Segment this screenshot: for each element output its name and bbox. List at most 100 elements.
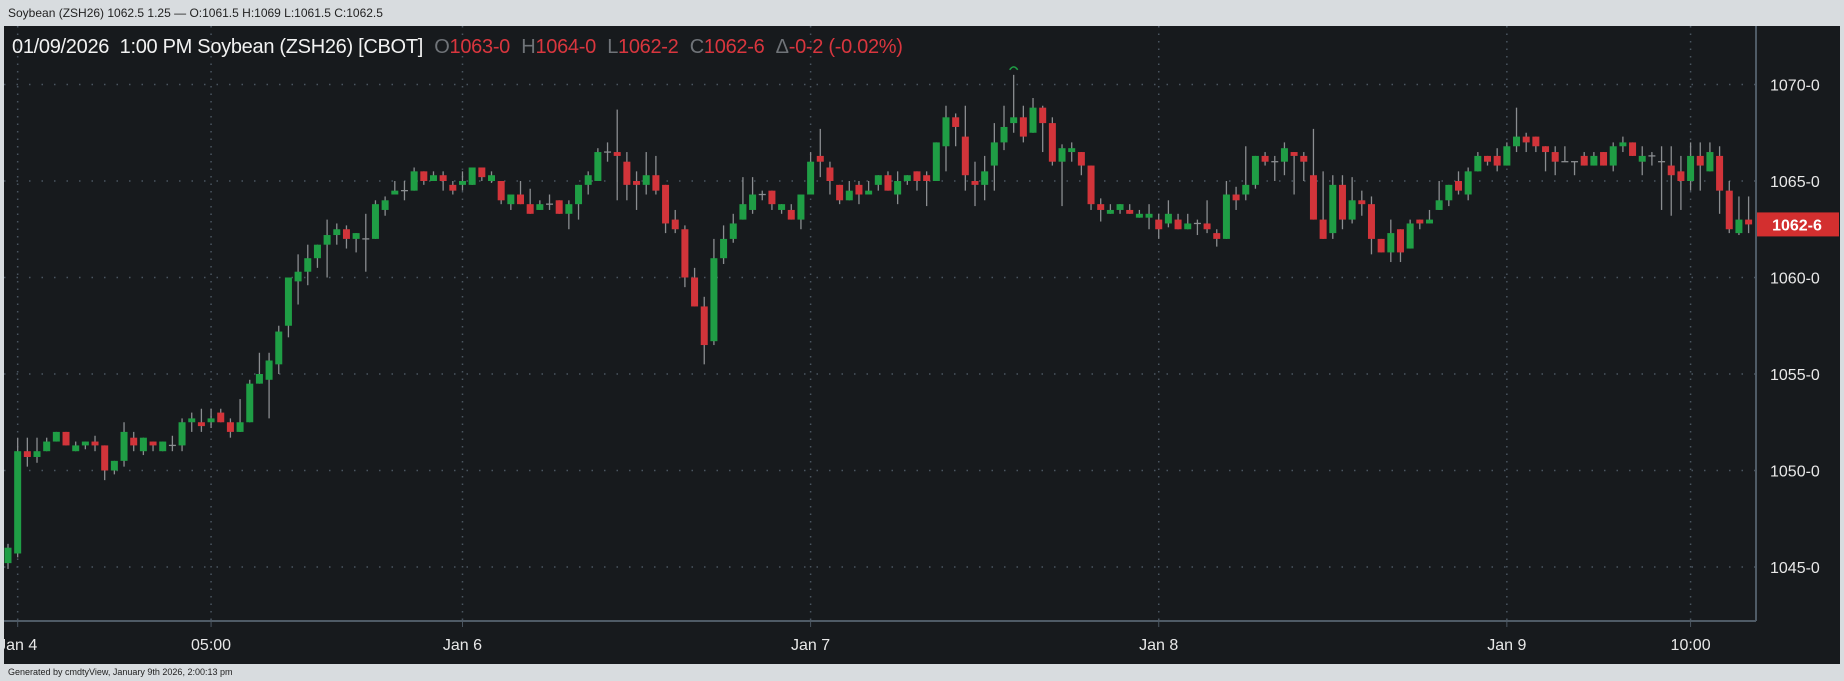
- candle-down[interactable]: [1484, 155, 1492, 162]
- candle-up[interactable]: [1590, 155, 1598, 166]
- candle-up[interactable]: [1184, 223, 1192, 230]
- candle-down[interactable]: [623, 161, 631, 185]
- candle-up[interactable]: [120, 431, 128, 461]
- candle-up[interactable]: [584, 175, 592, 185]
- candle-down[interactable]: [1696, 155, 1704, 166]
- candle-up[interactable]: [294, 271, 302, 282]
- candle-down[interactable]: [1358, 200, 1366, 205]
- candle-down[interactable]: [671, 219, 679, 230]
- candle-up[interactable]: [275, 331, 283, 365]
- candle-down[interactable]: [884, 175, 892, 191]
- candle-up[interactable]: [284, 277, 292, 326]
- candle-down[interactable]: [1048, 123, 1056, 162]
- candle-down[interactable]: [1087, 165, 1095, 205]
- candle-down[interactable]: [1126, 209, 1134, 214]
- candle-up[interactable]: [139, 437, 147, 452]
- candle-up[interactable]: [1106, 209, 1114, 214]
- candle-down[interactable]: [923, 175, 931, 181]
- candle-down[interactable]: [478, 167, 486, 178]
- candle-up[interactable]: [797, 194, 805, 220]
- candle-down[interactable]: [1725, 190, 1733, 230]
- candle-up[interactable]: [333, 229, 341, 236]
- candle-up[interactable]: [874, 175, 882, 185]
- candle-up[interactable]: [1687, 155, 1695, 181]
- candle-down[interactable]: [652, 175, 660, 191]
- candle-down[interactable]: [1155, 219, 1163, 230]
- candle-up[interactable]: [990, 142, 998, 166]
- candle-down[interactable]: [855, 184, 863, 195]
- candle-up[interactable]: [1435, 200, 1443, 210]
- candle-down[interactable]: [691, 277, 699, 307]
- candle-up[interactable]: [1609, 146, 1617, 166]
- candle-up[interactable]: [1706, 152, 1714, 172]
- candle-down[interactable]: [130, 437, 138, 446]
- candle-down[interactable]: [217, 412, 225, 423]
- candle-down[interactable]: [91, 441, 99, 446]
- candle-up[interactable]: [1145, 213, 1153, 218]
- candle-up[interactable]: [1029, 107, 1037, 133]
- candle-up[interactable]: [1251, 155, 1259, 185]
- candle-up[interactable]: [33, 451, 41, 457]
- candle-up[interactable]: [720, 238, 728, 259]
- candle-down[interactable]: [1367, 204, 1375, 239]
- candle-down[interactable]: [633, 181, 641, 185]
- candle-down[interactable]: [787, 209, 795, 220]
- candle-up[interactable]: [1116, 204, 1124, 210]
- candle-down[interactable]: [420, 171, 428, 181]
- candle-down[interactable]: [62, 431, 70, 446]
- candle-down[interactable]: [149, 441, 157, 446]
- candle-down[interactable]: [826, 167, 834, 181]
- candle-up[interactable]: [575, 184, 583, 205]
- candle-down[interactable]: [1203, 223, 1211, 230]
- candle-up[interactable]: [72, 445, 80, 452]
- candle-down[interactable]: [1600, 152, 1608, 166]
- candle-down[interactable]: [449, 184, 457, 191]
- candle-up[interactable]: [207, 418, 215, 423]
- candle-up[interactable]: [981, 171, 989, 185]
- candle-down[interactable]: [1377, 238, 1385, 253]
- candle-up[interactable]: [749, 194, 757, 210]
- candle-up[interactable]: [1513, 136, 1521, 147]
- candle-up[interactable]: [1135, 213, 1143, 218]
- candle-down[interactable]: [1522, 136, 1530, 143]
- candle-down[interactable]: [1542, 146, 1550, 153]
- candle-up[interactable]: [468, 167, 476, 185]
- candle-down[interactable]: [971, 181, 979, 185]
- candle-down[interactable]: [1629, 142, 1637, 156]
- candle-down[interactable]: [1745, 219, 1753, 225]
- candle-up[interactable]: [932, 142, 940, 181]
- candle-down[interactable]: [1416, 219, 1424, 224]
- candle-up[interactable]: [52, 431, 60, 442]
- candle-down[interactable]: [342, 229, 350, 239]
- candle-down[interactable]: [1232, 194, 1240, 201]
- candle-up[interactable]: [729, 223, 737, 239]
- candle-down[interactable]: [700, 306, 708, 346]
- candle-up[interactable]: [642, 175, 650, 185]
- candle-down[interactable]: [517, 194, 525, 205]
- candle-up[interactable]: [507, 194, 515, 205]
- candle-up[interactable]: [352, 233, 360, 239]
- candle-down[interactable]: [1174, 219, 1182, 230]
- candle-down[interactable]: [1039, 107, 1047, 124]
- candle-down[interactable]: [1532, 136, 1540, 147]
- candle-down[interactable]: [952, 117, 960, 127]
- candle-down[interactable]: [1319, 219, 1327, 239]
- candle-up[interactable]: [429, 175, 437, 181]
- candle-up[interactable]: [1348, 200, 1356, 220]
- candle-up[interactable]: [1387, 233, 1395, 253]
- candle-up[interactable]: [313, 244, 321, 259]
- candle-up[interactable]: [371, 204, 379, 239]
- candle-down[interactable]: [681, 229, 689, 278]
- candle-down[interactable]: [1290, 152, 1298, 156]
- candle-down[interactable]: [1300, 155, 1308, 162]
- candle-up[interactable]: [110, 460, 118, 471]
- candle-up[interactable]: [188, 418, 196, 423]
- candle-down[interactable]: [1551, 152, 1559, 162]
- candle-down[interactable]: [526, 204, 534, 214]
- candle-up[interactable]: [1000, 126, 1008, 143]
- candle-down[interactable]: [1580, 155, 1588, 166]
- candle-up[interactable]: [1280, 148, 1288, 162]
- candle-up[interactable]: [1503, 146, 1511, 166]
- candle-down[interactable]: [768, 190, 776, 205]
- candle-down[interactable]: [497, 181, 505, 201]
